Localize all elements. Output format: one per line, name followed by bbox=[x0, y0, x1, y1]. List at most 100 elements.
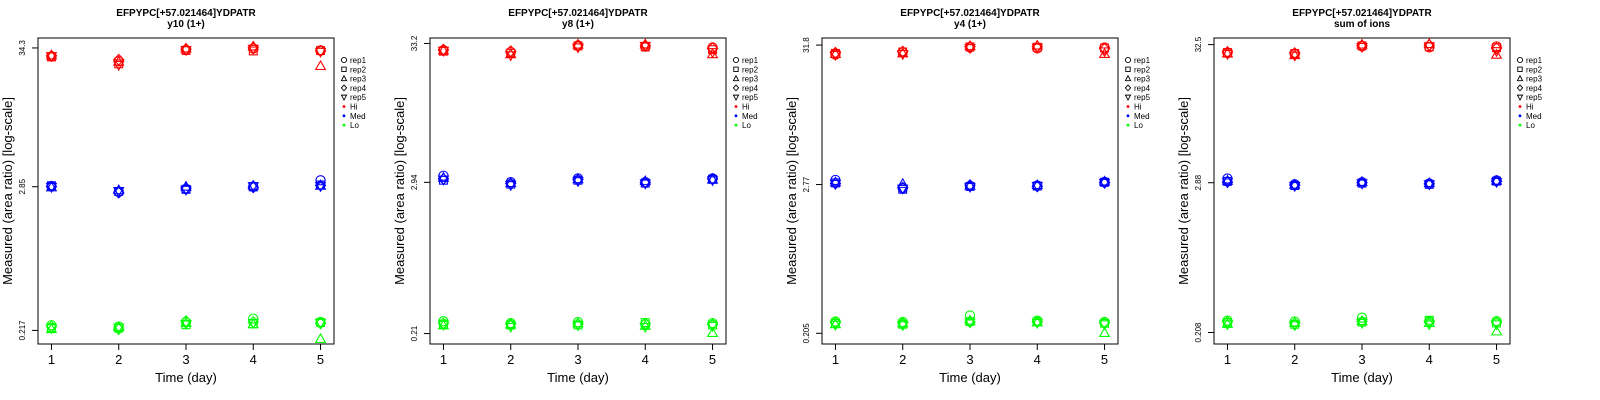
data-point bbox=[1423, 316, 1436, 327]
data-point bbox=[112, 323, 125, 334]
data-point bbox=[706, 173, 719, 184]
data-point bbox=[964, 179, 976, 190]
data-point bbox=[1031, 39, 1044, 50]
data-point bbox=[1098, 326, 1111, 338]
legend-marker bbox=[732, 94, 740, 102]
x-tick-label: 5 bbox=[317, 352, 324, 367]
y-tick-label: 0.205 bbox=[802, 323, 811, 344]
legend-marker bbox=[340, 94, 348, 102]
legend-marker bbox=[1124, 56, 1132, 64]
data-point bbox=[706, 42, 719, 55]
data-point bbox=[572, 321, 584, 332]
legend-marker bbox=[1126, 114, 1130, 118]
legend-label: Lo bbox=[350, 121, 359, 130]
x-tick-label: 3 bbox=[574, 352, 581, 367]
chart-subtitle: sum of ions bbox=[1334, 19, 1391, 30]
series-med bbox=[45, 175, 327, 199]
data-point bbox=[180, 319, 192, 331]
legend-marker bbox=[733, 66, 739, 72]
legend-marker bbox=[1518, 123, 1522, 127]
legend-label: Med bbox=[350, 112, 366, 121]
legend-marker bbox=[1126, 105, 1130, 108]
legend-label: Med bbox=[742, 112, 758, 121]
data-point bbox=[639, 179, 652, 190]
data-point bbox=[1288, 51, 1301, 62]
data-point bbox=[247, 44, 260, 55]
data-point bbox=[829, 316, 842, 329]
data-point bbox=[1288, 178, 1301, 189]
legend-label: rep5 bbox=[742, 93, 759, 102]
legend-marker bbox=[1516, 74, 1524, 82]
data-point bbox=[829, 179, 842, 191]
legend-label: Lo bbox=[742, 121, 751, 130]
legend-marker bbox=[732, 74, 740, 82]
data-point bbox=[896, 177, 909, 188]
legend-label: rep5 bbox=[350, 93, 367, 102]
x-tick-label: 5 bbox=[1101, 352, 1108, 367]
data-point bbox=[1221, 178, 1234, 189]
data-point bbox=[1423, 180, 1436, 191]
legend-label: rep3 bbox=[350, 75, 367, 84]
legend-label: rep4 bbox=[1134, 84, 1151, 93]
data-point bbox=[504, 322, 517, 334]
data-point bbox=[248, 313, 259, 324]
legend-marker bbox=[734, 114, 738, 118]
y-tick-label: 32.5 bbox=[1194, 36, 1203, 52]
x-tick-label: 3 bbox=[182, 352, 189, 367]
data-point bbox=[247, 182, 260, 193]
y-tick-label: 0.208 bbox=[1194, 322, 1203, 343]
legend-marker bbox=[734, 123, 738, 127]
legend-marker bbox=[1516, 84, 1524, 92]
data-point bbox=[1221, 174, 1234, 185]
series-hi bbox=[437, 38, 719, 62]
data-point bbox=[1490, 174, 1503, 185]
data-point bbox=[639, 322, 652, 334]
x-tick-label: 2 bbox=[115, 352, 122, 367]
data-point bbox=[706, 176, 719, 187]
data-point bbox=[504, 317, 517, 331]
data-point bbox=[706, 326, 719, 338]
legend-label: rep1 bbox=[1526, 56, 1543, 65]
data-point bbox=[639, 41, 652, 53]
data-point bbox=[1031, 43, 1044, 54]
data-point bbox=[896, 317, 909, 328]
data-point bbox=[896, 45, 909, 58]
legend-label: rep4 bbox=[742, 84, 759, 93]
series-lo bbox=[45, 313, 327, 343]
x-tick-label: 5 bbox=[1493, 352, 1500, 367]
series-lo bbox=[437, 316, 719, 338]
x-tick-label: 4 bbox=[1034, 352, 1041, 367]
data-point bbox=[1423, 315, 1436, 329]
data-point bbox=[247, 318, 260, 330]
legend-marker bbox=[1518, 114, 1522, 118]
chart-subtitle: y10 (1+) bbox=[167, 19, 205, 30]
data-point bbox=[437, 320, 450, 332]
legend-label: rep3 bbox=[742, 75, 759, 84]
x-tick-label: 4 bbox=[1426, 352, 1433, 367]
legend-label: rep1 bbox=[1134, 56, 1151, 65]
x-tick-label: 4 bbox=[250, 352, 257, 367]
data-point bbox=[504, 181, 517, 192]
data-point bbox=[639, 317, 652, 330]
data-point bbox=[1098, 178, 1111, 190]
data-point bbox=[964, 182, 976, 194]
legend-label: Hi bbox=[1526, 103, 1534, 112]
data-point bbox=[1423, 176, 1436, 188]
legend-label: rep4 bbox=[1526, 84, 1543, 93]
plot-frame bbox=[37, 37, 335, 345]
data-point bbox=[829, 320, 842, 331]
legend-marker bbox=[342, 114, 346, 118]
chart-title: EFPYPC[+57.021464]YDPATR bbox=[508, 8, 648, 19]
legend-marker bbox=[1516, 94, 1524, 102]
chart-subtitle: y8 (1+) bbox=[562, 19, 594, 30]
x-tick-label: 3 bbox=[1358, 352, 1365, 367]
plot-frame bbox=[1213, 37, 1511, 345]
series-med bbox=[829, 174, 1111, 195]
y-tick-label: 34.3 bbox=[18, 40, 27, 56]
data-point bbox=[1423, 320, 1436, 331]
legend-marker bbox=[342, 123, 346, 127]
legend-label: Hi bbox=[742, 103, 750, 112]
